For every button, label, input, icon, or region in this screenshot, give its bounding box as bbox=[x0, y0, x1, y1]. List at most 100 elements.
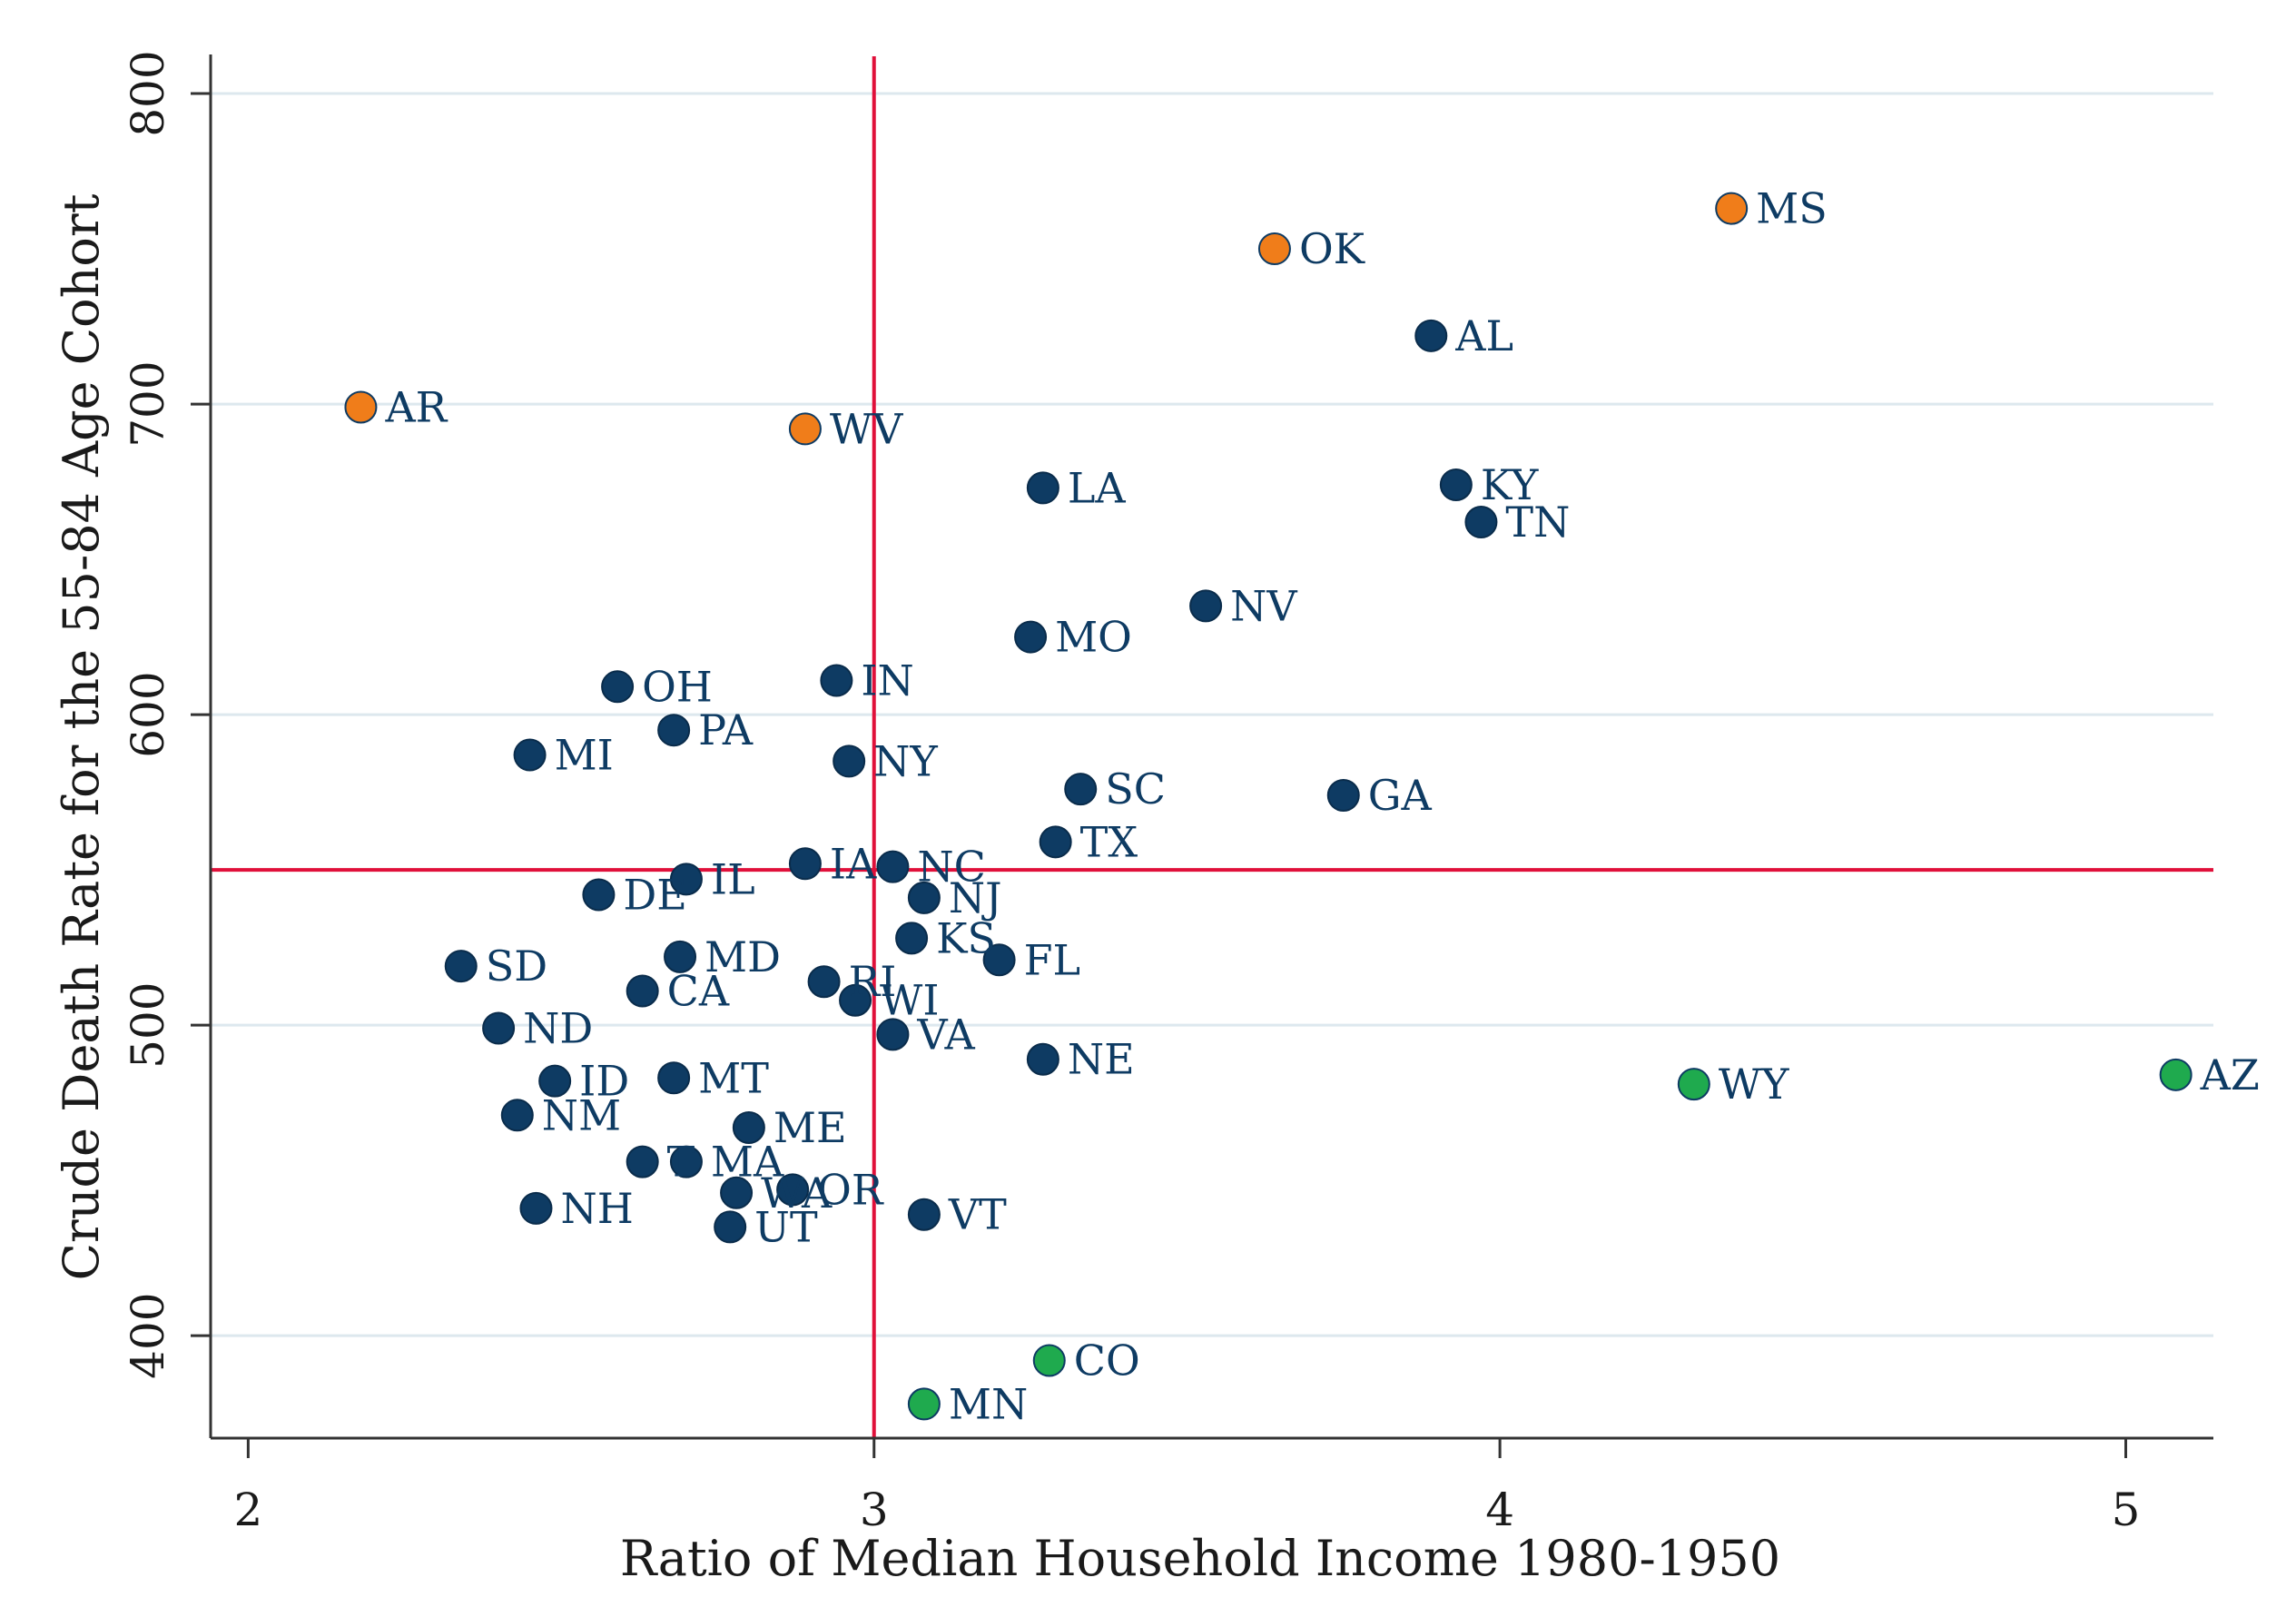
y-tick-label-400: 400 bbox=[122, 1292, 174, 1378]
y-axis-title: Crude Death Rate for the 55-84 Age Cohor… bbox=[53, 193, 110, 1280]
point-ky bbox=[1439, 468, 1473, 501]
point-ok bbox=[1257, 232, 1291, 266]
point-ut bbox=[714, 1210, 747, 1244]
point-label-or: OR bbox=[817, 1165, 884, 1214]
point-label-ca: CA bbox=[667, 966, 730, 1015]
point-label-t: T bbox=[667, 1138, 695, 1187]
point-mi bbox=[513, 738, 547, 772]
point-ga bbox=[1326, 779, 1360, 813]
point-label-al: AL bbox=[1454, 311, 1513, 360]
point-label-mt: MT bbox=[698, 1053, 769, 1102]
point-az bbox=[2159, 1058, 2193, 1091]
point-label-ga: GA bbox=[1368, 771, 1433, 820]
point-mt bbox=[657, 1061, 691, 1095]
point-label-nm: NM bbox=[542, 1090, 621, 1139]
point-mo bbox=[1014, 620, 1048, 654]
point-ar bbox=[344, 390, 378, 424]
point-vt bbox=[907, 1198, 941, 1231]
point-mn bbox=[907, 1387, 941, 1421]
point-label-ri: RI bbox=[849, 957, 897, 1006]
point-label-md: MD bbox=[705, 932, 781, 981]
point-co bbox=[1032, 1344, 1066, 1377]
point-label-ks: KS bbox=[936, 913, 996, 962]
point-label-id: ID bbox=[579, 1057, 629, 1106]
data-points bbox=[344, 192, 2193, 1421]
point-ia bbox=[788, 847, 822, 881]
y-tick-label-800: 800 bbox=[122, 50, 174, 136]
point-nv bbox=[1189, 589, 1223, 623]
point-id bbox=[538, 1064, 572, 1098]
point-label-vt: VT bbox=[948, 1190, 1007, 1239]
point-label-ma: MA bbox=[711, 1138, 784, 1187]
point-nh bbox=[519, 1191, 553, 1225]
point-in bbox=[820, 664, 853, 697]
point-label-ok: OK bbox=[1299, 224, 1366, 273]
point-label-sd: SD bbox=[486, 942, 547, 991]
point-wv bbox=[788, 412, 822, 446]
point-or bbox=[776, 1173, 810, 1207]
point-label-wy: WY bbox=[1719, 1060, 1789, 1109]
point-label-az: AZ bbox=[2200, 1050, 2260, 1099]
point-label-pa: PA bbox=[698, 705, 754, 754]
point-label-wa: WA bbox=[761, 1168, 833, 1218]
point-label-ut: UT bbox=[754, 1202, 818, 1251]
point-va bbox=[876, 1018, 910, 1051]
point-oh bbox=[601, 670, 635, 704]
reference-lines bbox=[211, 56, 2213, 1438]
point-nd bbox=[482, 1011, 516, 1045]
point-label-nc: NC bbox=[917, 843, 985, 892]
point-label-mi: MI bbox=[555, 731, 614, 780]
point-de bbox=[582, 878, 616, 912]
point-label-co: CO bbox=[1074, 1336, 1140, 1385]
point-il bbox=[669, 863, 703, 896]
point-label-tn: TN bbox=[1505, 498, 1570, 547]
axes bbox=[191, 54, 2213, 1458]
point-label-nv: NV bbox=[1230, 581, 1297, 630]
point-label-ms: MS bbox=[1756, 184, 1828, 233]
x-tick-label-5: 5 bbox=[2112, 1484, 2141, 1536]
point-tx bbox=[1039, 825, 1072, 859]
point-label-fl: FL bbox=[1024, 935, 1080, 984]
point-label-ne: NE bbox=[1068, 1035, 1135, 1084]
point-label-nd: ND bbox=[523, 1004, 593, 1053]
point-fl bbox=[982, 943, 1016, 977]
point-label-de: DE bbox=[623, 870, 686, 919]
point-ny bbox=[833, 744, 866, 778]
point-ms bbox=[1715, 192, 1749, 225]
tick-labels: 400 500 600 700 800 2 3 4 5 bbox=[122, 50, 2140, 1536]
point-label-ny: NY bbox=[873, 736, 938, 785]
point-ne bbox=[1026, 1042, 1059, 1076]
point-ca bbox=[626, 974, 659, 1008]
point-nc bbox=[876, 850, 910, 883]
point-label-nh: NH bbox=[560, 1184, 633, 1233]
point-nm bbox=[500, 1099, 534, 1132]
point-label-ia: IA bbox=[830, 839, 877, 888]
y-tick-label-600: 600 bbox=[122, 671, 174, 757]
point-wa bbox=[720, 1176, 754, 1209]
point-label-wi: WI bbox=[880, 976, 939, 1025]
point-label-me: ME bbox=[774, 1103, 847, 1152]
y-tick-label-700: 700 bbox=[122, 360, 174, 447]
x-tick-label-3: 3 bbox=[860, 1484, 889, 1536]
point-ma bbox=[669, 1145, 703, 1178]
point-label-wv: WV bbox=[830, 404, 903, 453]
point-label-ky: KY bbox=[1481, 460, 1539, 509]
point-label-nj: NJ bbox=[949, 873, 1002, 922]
point-label-va: VA bbox=[916, 1010, 975, 1059]
point-ri bbox=[807, 965, 841, 999]
point-sc bbox=[1064, 773, 1098, 806]
point-sd bbox=[444, 950, 478, 983]
point-label-tx: TX bbox=[1080, 817, 1138, 866]
point-ks bbox=[895, 922, 929, 955]
x-axis-title: Ratio of Median Household Income 1980-19… bbox=[620, 1530, 1780, 1587]
y-tick-label-500: 500 bbox=[122, 981, 174, 1068]
point-label-in: IN bbox=[861, 656, 913, 705]
point-label-la: LA bbox=[1068, 463, 1127, 512]
point-label-sc: SC bbox=[1105, 764, 1166, 813]
point-pa bbox=[657, 714, 691, 747]
point-t bbox=[626, 1145, 659, 1178]
point-me bbox=[732, 1110, 765, 1144]
